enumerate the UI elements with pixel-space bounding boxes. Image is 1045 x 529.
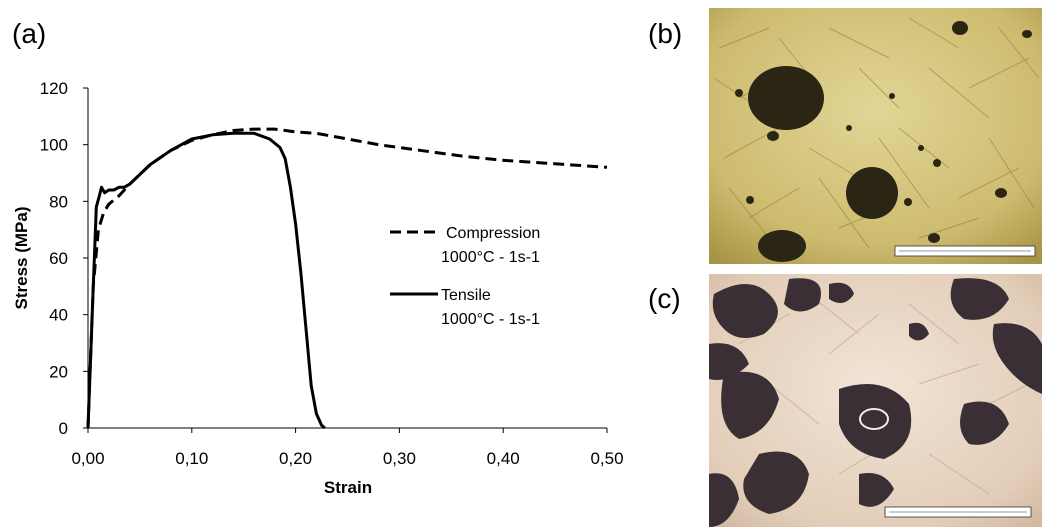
- micrograph-c: [709, 274, 1042, 527]
- x-tick-label: 0,50: [590, 449, 623, 468]
- x-tick-label: 0,30: [383, 449, 416, 468]
- panel-label-a: (a): [12, 18, 47, 49]
- x-axis-title: Strain: [324, 478, 372, 497]
- chart-series: [86, 127, 608, 430]
- chart-legend: Compression 1000°C - 1s-1 Tensile 1000°C…: [390, 225, 540, 328]
- y-tick-label: 20: [49, 362, 68, 381]
- micrograph-b: [709, 8, 1042, 264]
- y-tick-label: 80: [49, 192, 68, 211]
- x-tick-label: 0,00: [71, 449, 104, 468]
- x-tick-label: 0,20: [279, 449, 312, 468]
- y-tick-label: 40: [49, 306, 68, 325]
- series-line-tensile: [86, 131, 326, 430]
- x-tick-label: 0,10: [175, 449, 208, 468]
- y-axis-title: Stress (MPa): [12, 207, 31, 310]
- y-tick-labels: 0 20 40 60 80 100 120: [40, 79, 88, 438]
- legend-tensile-name: Tensile: [441, 287, 491, 304]
- y-tick-label: 100: [40, 136, 68, 155]
- panel-label-b: (b): [648, 18, 683, 49]
- legend-compression-name: Compression: [446, 225, 540, 242]
- y-tick-label: 120: [40, 79, 68, 98]
- y-tick-label: 60: [49, 249, 68, 268]
- legend-tensile-subtitle: 1000°C - 1s-1: [441, 311, 540, 328]
- legend-compression-subtitle: 1000°C - 1s-1: [441, 249, 540, 266]
- stress-strain-chart: 0 20 40 60 80 100 120 0,00 0,10 0,20 0,30 0,40 0,50…: [12, 79, 624, 497]
- x-tick-label: 0,40: [487, 449, 520, 468]
- panel-label-c: (c): [648, 283, 681, 314]
- x-tick-labels: 0,00 0,10 0,20 0,30 0,40 0,50: [71, 428, 624, 468]
- series-line-compression: [86, 127, 608, 429]
- y-tick-label: 0: [59, 419, 68, 438]
